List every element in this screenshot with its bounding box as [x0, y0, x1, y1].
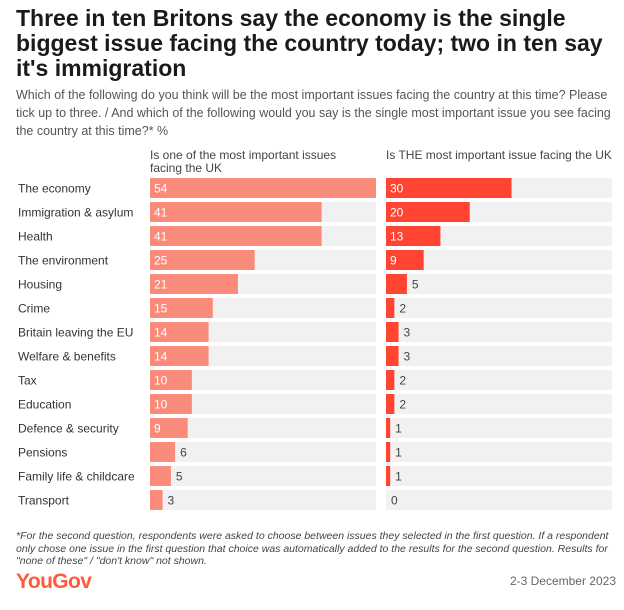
data-label: 2: [399, 398, 406, 412]
data-label: 10: [154, 374, 168, 388]
bar: [386, 322, 399, 342]
bar-track: [150, 370, 376, 390]
data-label: 25: [154, 254, 168, 268]
data-label: 15: [154, 302, 168, 316]
bar-track: [386, 490, 612, 510]
bar-chart: Is one of the most important issues faci…: [18, 148, 612, 510]
category-label: Britain leaving the EU: [18, 326, 133, 340]
category-label: Immigration & asylum: [18, 206, 133, 220]
bar: [150, 370, 192, 390]
bar-track: [386, 394, 612, 414]
bar: [386, 442, 391, 462]
bar-track: [386, 250, 612, 270]
bar: [386, 298, 395, 318]
data-label: 20: [390, 206, 404, 220]
bar: [386, 202, 470, 222]
bar: [150, 490, 163, 510]
bar: [150, 250, 255, 270]
data-label: 30: [390, 182, 404, 196]
bar: [386, 370, 395, 390]
bar: [150, 346, 209, 366]
bar: [150, 394, 192, 414]
series-header-2a: Is THE most important issue facing the U…: [386, 148, 612, 162]
bar-track: [386, 322, 612, 342]
bar: [150, 274, 238, 294]
bar: [150, 322, 209, 342]
data-label: 10: [154, 398, 168, 412]
bar-track: [150, 490, 376, 510]
bar: [150, 442, 176, 462]
bar: [386, 394, 395, 414]
bar-track: [386, 442, 612, 462]
category-label: Defence & security: [18, 422, 119, 436]
category-label: The economy: [18, 182, 91, 196]
bar-track: [386, 346, 612, 366]
data-label: 5: [176, 470, 183, 484]
category-label: Housing: [18, 278, 62, 292]
bar: [150, 298, 213, 318]
bar-track: [386, 466, 612, 486]
data-label: 3: [404, 350, 411, 364]
bar: [386, 418, 391, 438]
category-label: Welfare & benefits: [18, 350, 116, 364]
bar-track: [386, 370, 612, 390]
bar: [386, 346, 399, 366]
bar-track: [386, 226, 612, 246]
category-label: The environment: [18, 254, 109, 268]
data-label: 3: [404, 326, 411, 340]
data-label: 5: [412, 278, 419, 292]
bar: [386, 226, 441, 246]
bar-track: [150, 442, 376, 462]
bar: [150, 226, 322, 246]
bar: [386, 466, 391, 486]
data-label: 9: [390, 254, 397, 268]
bar-track: [150, 466, 376, 486]
bar-track: [386, 274, 612, 294]
data-label: 41: [154, 230, 168, 244]
data-label: 14: [154, 350, 168, 364]
data-label: 1: [395, 470, 402, 484]
category-label: Family life & childcare: [18, 470, 135, 484]
data-label: 1: [395, 446, 402, 460]
data-label: 41: [154, 206, 168, 220]
data-label: 6: [180, 446, 187, 460]
category-label: Education: [18, 398, 71, 412]
chart-subtitle: Which of the following do you think will…: [16, 88, 611, 138]
data-label: 2: [399, 302, 406, 316]
series-header-1a: Is one of the most important issues: [150, 148, 336, 162]
bar: [150, 202, 322, 222]
data-label: 0: [391, 494, 398, 508]
bar: [150, 178, 376, 198]
data-label: 2: [399, 374, 406, 388]
data-label: 14: [154, 326, 168, 340]
data-label: 9: [154, 422, 161, 436]
data-label: 3: [168, 494, 175, 508]
bar-track: [386, 418, 612, 438]
data-label: 13: [390, 230, 404, 244]
bar: [150, 466, 171, 486]
category-label: Transport: [18, 494, 70, 508]
data-label: 21: [154, 278, 168, 292]
bar: [386, 274, 407, 294]
survey-date: 2-3 December 2023: [509, 574, 616, 588]
bar: [150, 418, 188, 438]
bar-track: [150, 418, 376, 438]
bar-track: [386, 298, 612, 318]
yougov-logo: YouGov: [16, 570, 92, 593]
category-label: Pensions: [18, 446, 67, 460]
category-label: Crime: [18, 302, 50, 316]
bar: [386, 178, 512, 198]
category-label: Tax: [18, 374, 37, 388]
chart-title: Three in ten Britons say the economy is …: [16, 5, 603, 81]
bar: [386, 250, 424, 270]
footnote: *For the second question, respondents we…: [16, 530, 609, 567]
bar-track: [150, 394, 376, 414]
data-label: 54: [154, 182, 168, 196]
category-label: Health: [18, 230, 53, 244]
series-header-1b: facing the UK: [150, 161, 222, 175]
data-label: 1: [395, 422, 402, 436]
